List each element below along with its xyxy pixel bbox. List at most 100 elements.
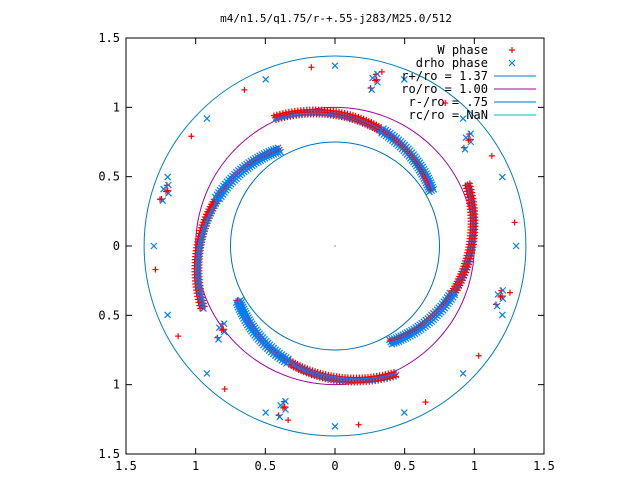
w-phase-point-1167 xyxy=(281,403,288,410)
drho-phase-point-1172 xyxy=(493,302,501,310)
drho-phase-point-1148 xyxy=(461,145,469,153)
drho-phase-point-1212 xyxy=(459,370,467,377)
drho-phase-point-1140 xyxy=(368,86,376,94)
w-phase-point-1211 xyxy=(422,399,429,406)
w-phase-point-391 xyxy=(197,227,204,234)
drho-phase-point-1198 xyxy=(164,173,172,181)
w-phase-point-1199 xyxy=(157,196,164,203)
w-phase-point-1207 xyxy=(285,417,292,424)
w-phase-point-1205 xyxy=(221,386,228,393)
drho-phase-point-1188 xyxy=(459,115,467,122)
drho-phase-point-1192 xyxy=(331,62,339,70)
w-phase-point-1187 xyxy=(488,152,495,159)
drho-phase-point-1164 xyxy=(276,413,284,421)
w-phase-point-1151 xyxy=(466,136,473,143)
w-phase-point-282 xyxy=(427,186,434,193)
w-phase-point-1134 xyxy=(386,338,393,345)
w-phase-point-1189 xyxy=(442,99,449,106)
w-phase-point-1203 xyxy=(175,333,182,340)
x-tick-label-6: 1.5 xyxy=(533,459,555,473)
drho-phase-point-847 xyxy=(233,301,241,309)
w-phase-point-103 xyxy=(344,110,351,117)
drho-phase-point-1180 xyxy=(215,335,222,343)
drho-phase-point-1190 xyxy=(400,76,408,83)
w-phase-point-1191 xyxy=(378,68,385,75)
circle-0 xyxy=(143,55,527,437)
y-tick-label-0: 1.5 xyxy=(98,447,120,461)
chart-title: m4/n1.5/q1.75/r-+.55-j283/M25.0/512 xyxy=(220,12,452,25)
x-tick-label-5: 1 xyxy=(471,459,478,473)
w-phase-point-679 xyxy=(314,373,321,380)
drho-phase-point-1150 xyxy=(467,130,475,138)
x-tick-label-0: 1.5 xyxy=(115,459,137,473)
x-tick-label-4: 0.5 xyxy=(394,459,416,473)
w-phase-point-850 xyxy=(234,297,241,304)
drho-phase-point-1135 xyxy=(388,340,396,348)
y-tick-label-2: 0.5 xyxy=(98,308,120,322)
w-phase-point-399 xyxy=(198,222,205,229)
w-phase-point-1159 xyxy=(164,187,171,194)
drho-phase-point-1194 xyxy=(262,76,270,83)
drho-phase-point-1214 xyxy=(498,311,506,319)
w-phase-point-115 xyxy=(352,112,359,119)
drho-phase-point-1204 xyxy=(203,370,211,377)
drho-phase-point-851 xyxy=(232,299,240,307)
y-tick-label-1: 1 xyxy=(113,378,120,392)
legend-label-2: r+/ro = 1.37 xyxy=(401,69,488,83)
w-phase-point-111 xyxy=(349,112,356,119)
w-phase-point-1195 xyxy=(241,86,248,93)
circle-2 xyxy=(230,141,440,351)
w-phase-point-395 xyxy=(197,224,204,231)
w-phase-point-407 xyxy=(200,216,207,223)
center-point xyxy=(334,245,336,247)
drho-phase-point-1202 xyxy=(164,311,172,319)
legend-label-5: rc/ro = NaN xyxy=(409,108,488,122)
legend-marker-x-1 xyxy=(508,59,516,67)
drho-phase-point-330 xyxy=(194,271,202,279)
w-phase-point-1185 xyxy=(511,219,518,226)
legend-label-0: W phase xyxy=(437,43,488,57)
w-phase-point-683 xyxy=(311,373,318,380)
drho-phase-point-1174 xyxy=(499,286,507,294)
drho-phase-point-1206 xyxy=(262,409,270,416)
w-phase-point-99 xyxy=(341,109,348,116)
y-tick-label-4: 0.5 xyxy=(98,170,120,184)
legend-label-4: r-/ro = .75 xyxy=(409,95,488,109)
legend-label-1: drho phase xyxy=(416,56,488,70)
drho-phase-point-1166 xyxy=(281,397,289,405)
w-phase-point-859 xyxy=(467,183,474,190)
w-phase-point-411 xyxy=(201,213,208,220)
drho-phase-point-1210 xyxy=(400,409,408,416)
w-phase-point-867 xyxy=(469,189,476,196)
w-phase-point-403 xyxy=(199,219,206,226)
drho-phase-point-283 xyxy=(430,185,438,193)
w-phase-point-1197 xyxy=(188,133,195,140)
drho-phase-point-567 xyxy=(274,144,282,152)
w-phase-point-675 xyxy=(316,374,323,381)
y-tick-label-6: 1.5 xyxy=(98,31,120,45)
w-phase-point-855 xyxy=(466,180,473,187)
drho-phase-point-1182 xyxy=(220,320,228,328)
drho-phase-point-1184 xyxy=(512,242,520,250)
w-phase-point-1209 xyxy=(355,421,362,428)
w-phase-point-863 xyxy=(468,186,475,193)
x-tick-label-3: 0 xyxy=(331,459,338,473)
w-phase-point-1193 xyxy=(308,64,315,71)
y-tick-label-5: 1 xyxy=(113,100,120,114)
drho-phase-point-1196 xyxy=(203,115,211,122)
w-phase-point-1175 xyxy=(499,293,506,300)
w-phase-point-1213 xyxy=(475,352,482,359)
legend-label-3: ro/ro = 1.00 xyxy=(401,82,488,96)
w-phase-point-959 xyxy=(466,258,473,265)
y-tick-label-3: 0 xyxy=(113,239,120,253)
drho-phase-point-1200 xyxy=(150,242,158,250)
w-phase-point-1215 xyxy=(506,289,513,296)
data-points xyxy=(150,62,520,430)
w-phase-point-963 xyxy=(466,261,473,268)
w-phase-point-1183 xyxy=(220,326,227,333)
w-phase-point-1143 xyxy=(373,76,380,83)
w-phase-point-95 xyxy=(338,109,345,116)
drho-phase-point-1156 xyxy=(159,197,167,205)
